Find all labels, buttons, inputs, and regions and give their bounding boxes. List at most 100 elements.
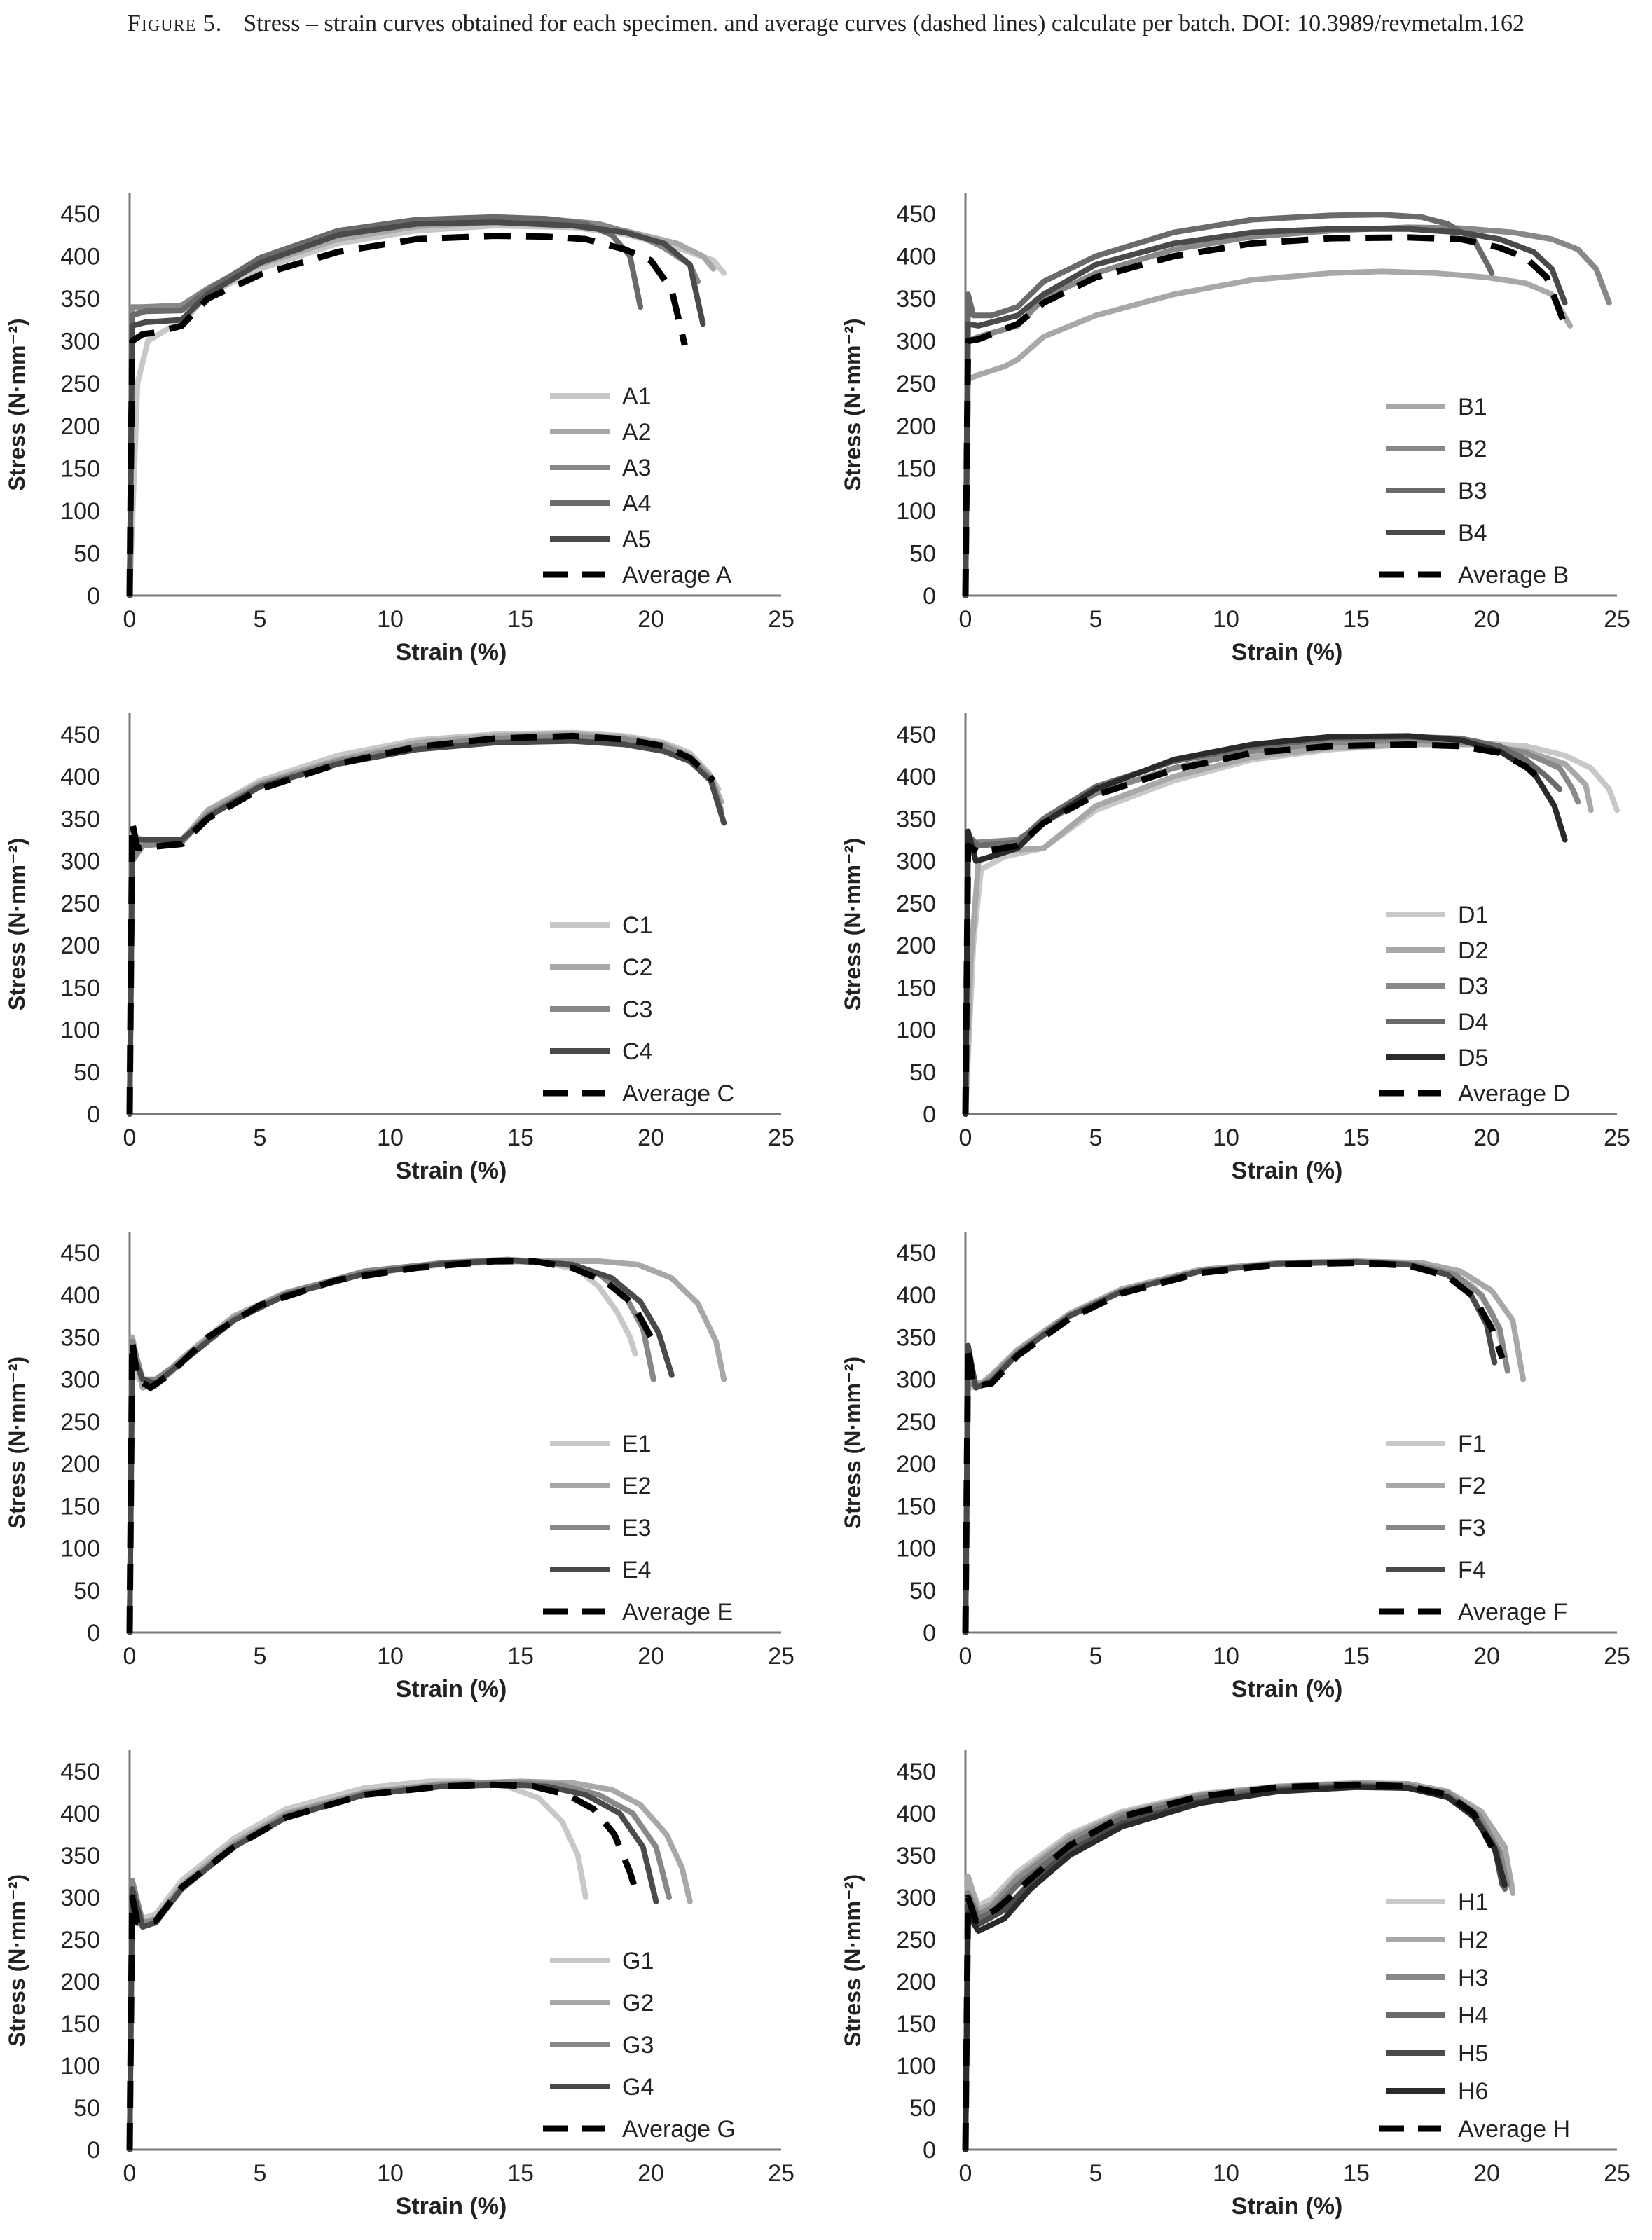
panel-g-x-tick-label: 0 [123,2160,137,2187]
panel-h-y-tick-label: 50 [909,2095,936,2122]
panel-h-y-tick-label: 400 [896,1801,936,1827]
panel-f-x-tick-label: 20 [1473,1643,1500,1670]
panel-c-legend-label: C3 [622,996,652,1023]
panel-a-y-tick-label: 150 [60,455,100,482]
panel-f-y-tick-label: 250 [896,1409,936,1436]
panel-h-legend-label: H5 [1458,2040,1488,2067]
panel-g-y-tick-label: 300 [60,1885,100,1911]
panel-f-series-f2 [963,1258,1527,1635]
panel-b-series-b2 [963,224,1612,598]
panel-g-series-g1 [127,1778,588,2152]
panel-g-x-tick-label: 10 [377,2160,404,2187]
panel-c-chart: 0 5 10 15 20 25050100150200250300350400450Str… [4,713,794,1184]
panel-a-legend-label: A2 [622,419,652,446]
panel-a-x-axis-title: Strain (%) [396,639,507,666]
panel-a-y-tick-label: 0 [87,583,100,610]
panel-h-series-h2 [963,1780,1516,2152]
panel-g-y-tick-label: 350 [60,1843,100,1869]
panel-h-y-tick-label: 250 [896,1927,936,1953]
panel-g-series-average-g [126,1781,641,2150]
panel-h-y-tick-label: 200 [896,1969,936,1995]
panel-f-x-axis-title: Strain (%) [1232,1676,1343,1703]
panel-b-x-tick-label: 5 [1089,606,1103,633]
panel-a-y-tick-label: 300 [60,329,100,355]
panel-e-legend-label: E1 [622,1431,652,1457]
panel-h-legend-label: H1 [1458,1889,1488,1916]
panel-g-y-tick-label: 400 [60,1801,100,1827]
panel-e-series-average-e [126,1258,654,1633]
panel-e-y-tick-label: 300 [60,1367,100,1394]
panel-f-y-axis-title: Stress (N·mm⁻²) [840,1356,865,1529]
figure-caption: Figure 5. Stress – strain curves obtained… [14,10,1638,38]
panel-h-x-tick-label: 5 [1089,2160,1103,2187]
panel-c-legend-label: C4 [622,1038,652,1065]
panel-d-legend-label: D3 [1458,973,1488,1000]
panel-b-y-tick-label: 0 [923,583,936,610]
panel-h-x-tick-label: 15 [1343,2160,1370,2187]
panel-d-series-d3 [963,737,1581,1117]
panel-a-x-tick-label: 5 [254,606,267,633]
panel-f-legend-label: Average F [1458,1599,1567,1626]
panel-b-y-tick-label: 300 [896,329,936,355]
panel-d-legend-label: D1 [1458,902,1488,928]
panel-e-x-tick-label: 10 [377,1643,404,1670]
panel-f-x-tick-label: 15 [1343,1643,1370,1670]
panel-b-legend-label: B2 [1458,436,1487,462]
panel-h-x-tick-label: 20 [1473,2160,1500,2187]
panel-e-y-tick-label: 400 [60,1282,100,1309]
panel-e-legend-label: E3 [622,1515,652,1541]
panel-c-legend-label: Average C [622,1080,734,1107]
panel-a-x-tick-label: 20 [638,606,664,633]
panel-a-y-tick-label: 450 [60,201,100,228]
panel-h-y-tick-label: 450 [896,1759,936,1785]
panel-d-x-tick-label: 15 [1343,1125,1370,1151]
panel-e-x-tick-label: 0 [123,1643,137,1670]
panel-e-legend-label: E2 [622,1473,652,1499]
panel-c-y-tick-label: 400 [60,764,100,790]
panel-e-x-tick-label: 20 [638,1643,664,1670]
panel-b-legend-label: B3 [1458,478,1487,504]
panel-b-series-average-b [962,234,1568,596]
panel-h-y-axis-title: Stress (N·mm⁻²) [840,1874,865,2047]
panel-h-series-h6 [963,1784,1508,2152]
panel-h-y-tick-label: 300 [896,1885,936,1911]
panel-d-y-tick-label: 400 [896,764,936,790]
panel-g-series-g4 [127,1782,659,2152]
panel-b-x-tick-label: 10 [1213,606,1239,633]
panel-b-y-tick-label: 100 [896,498,936,525]
panel-b-legend-label: B1 [1458,394,1487,420]
panel-d-x-tick-label: 20 [1473,1125,1500,1151]
panel-a-x-tick-label: 0 [123,606,137,633]
panel-e-y-tick-label: 50 [74,1578,100,1605]
panel-g-legend-label: G4 [622,2074,654,2101]
panel-d-x-tick-label: 5 [1089,1125,1103,1151]
panel-d-y-tick-label: 450 [896,722,936,748]
panel-f-y-tick-label: 50 [909,1578,936,1605]
panel-e-x-tick-label: 5 [254,1643,267,1670]
panel-a-series-a5 [127,219,706,598]
panel-c-y-tick-label: 450 [60,722,100,748]
panel-e-series-e1 [127,1258,638,1635]
panel-d-y-tick-label: 50 [909,1059,936,1086]
panel-d-x-tick-label: 10 [1213,1125,1239,1151]
panel-b-series-b4 [963,226,1568,598]
panel-d-legend-label: Average D [1458,1080,1570,1107]
panel-f-legend-label: F3 [1458,1515,1486,1541]
panel-f-legend-label: F1 [1458,1431,1486,1457]
panel-d-y-tick-label: 150 [896,975,936,1001]
panel-a-legend-label: A4 [622,490,652,517]
panel-e-y-tick-label: 150 [60,1493,100,1520]
panel-c-series-c4 [127,738,727,1117]
panel-d-y-tick-label: 100 [896,1017,936,1044]
panel-c-x-axis-title: Strain (%) [396,1157,507,1184]
panel-c-legend-label: C1 [622,912,652,939]
panel-f-y-tick-label: 100 [896,1536,936,1562]
panel-b-series-b1 [963,268,1573,598]
panel-h-x-tick-label: 10 [1213,2160,1239,2187]
panel-d-y-tick-label: 0 [923,1101,936,1128]
panel-h-legend-label: H2 [1458,1927,1488,1953]
panel-a-x-tick-label: 10 [377,606,404,633]
panel-g-legend-label: G1 [622,1948,654,1974]
panel-g-x-tick-label: 5 [254,2160,267,2187]
